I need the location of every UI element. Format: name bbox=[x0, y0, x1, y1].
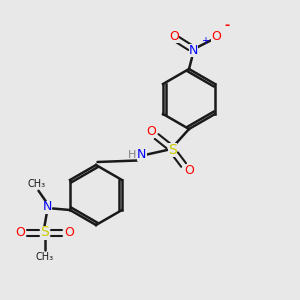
Text: S: S bbox=[40, 226, 49, 239]
Text: -: - bbox=[224, 20, 229, 32]
Text: CH₃: CH₃ bbox=[35, 251, 54, 262]
Text: +: + bbox=[201, 35, 209, 46]
Text: O: O bbox=[147, 124, 156, 138]
Text: O: O bbox=[64, 226, 74, 239]
Text: S: S bbox=[168, 143, 177, 157]
Text: O: O bbox=[184, 164, 194, 178]
Text: O: O bbox=[211, 29, 221, 43]
Text: CH₃: CH₃ bbox=[28, 179, 46, 189]
Text: C: C bbox=[35, 179, 42, 189]
Text: N: N bbox=[137, 148, 147, 161]
Text: H: H bbox=[128, 149, 136, 160]
Text: N: N bbox=[43, 200, 52, 214]
Text: O: O bbox=[169, 29, 179, 43]
Text: N: N bbox=[189, 44, 198, 58]
Text: O: O bbox=[15, 226, 25, 239]
